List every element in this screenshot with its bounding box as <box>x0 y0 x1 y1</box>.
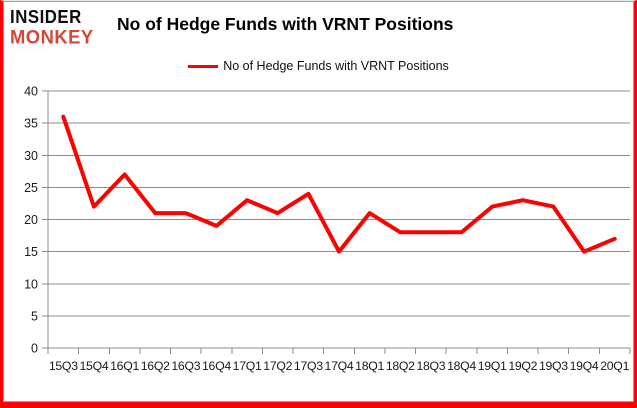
svg-text:19Q2: 19Q2 <box>508 359 537 373</box>
svg-text:10: 10 <box>24 277 38 291</box>
svg-text:5: 5 <box>31 309 38 323</box>
insider-monkey-logo: INSIDER MONKEY <box>10 8 94 48</box>
legend-line-swatch <box>188 64 219 68</box>
legend: No of Hedge Funds with VRNT Positions <box>4 59 633 73</box>
svg-text:19Q4: 19Q4 <box>570 359 599 373</box>
svg-text:15Q4: 15Q4 <box>80 359 109 373</box>
svg-text:17Q1: 17Q1 <box>233 359 262 373</box>
svg-text:15Q3: 15Q3 <box>49 359 78 373</box>
svg-text:35: 35 <box>24 117 38 131</box>
svg-text:30: 30 <box>24 149 38 163</box>
svg-text:17Q4: 17Q4 <box>325 359 354 373</box>
svg-text:15: 15 <box>24 245 38 259</box>
svg-text:17Q2: 17Q2 <box>263 359 292 373</box>
chart-title: No of Hedge Funds with VRNT Positions <box>117 14 454 34</box>
svg-text:16Q3: 16Q3 <box>171 359 200 373</box>
line-chart: 0 5 10 15 20 25 30 35 40 15Q3 15Q4 16Q1 16Q2 16Q3 16Q4… <box>24 85 631 373</box>
svg-text:40: 40 <box>24 85 38 99</box>
svg-text:25: 25 <box>24 181 38 195</box>
svg-text:18Q2: 18Q2 <box>386 359 415 373</box>
legend-label: No of Hedge Funds with VRNT Positions <box>223 59 449 73</box>
svg-text:0: 0 <box>31 342 38 356</box>
chart-container: INSIDER MONKEY No of Hedge Funds with VR… <box>3 1 634 402</box>
svg-text:16Q4: 16Q4 <box>202 359 231 373</box>
x-axis-labels: 15Q3 15Q4 16Q1 16Q2 16Q3 16Q4 17Q1 17Q2 17Q3 17Q4… <box>49 359 630 373</box>
svg-text:18Q3: 18Q3 <box>416 359 445 373</box>
svg-text:16Q2: 16Q2 <box>141 359 170 373</box>
svg-text:20: 20 <box>24 213 38 227</box>
logo-text-monkey: MONKEY <box>10 25 94 48</box>
data-series-line <box>61 114 617 254</box>
svg-text:19Q3: 19Q3 <box>539 359 568 373</box>
gridlines <box>48 90 630 349</box>
logo-text-insider: INSIDER <box>10 7 82 28</box>
svg-text:16Q1: 16Q1 <box>110 359 139 373</box>
axes-and-ticks <box>42 90 631 354</box>
svg-text:18Q4: 18Q4 <box>447 359 476 373</box>
svg-text:18Q1: 18Q1 <box>355 359 384 373</box>
svg-text:19Q1: 19Q1 <box>478 359 507 373</box>
y-axis-labels: 0 5 10 15 20 25 30 35 40 <box>24 85 38 356</box>
svg-text:20Q1: 20Q1 <box>600 359 629 373</box>
svg-text:17Q3: 17Q3 <box>294 359 323 373</box>
